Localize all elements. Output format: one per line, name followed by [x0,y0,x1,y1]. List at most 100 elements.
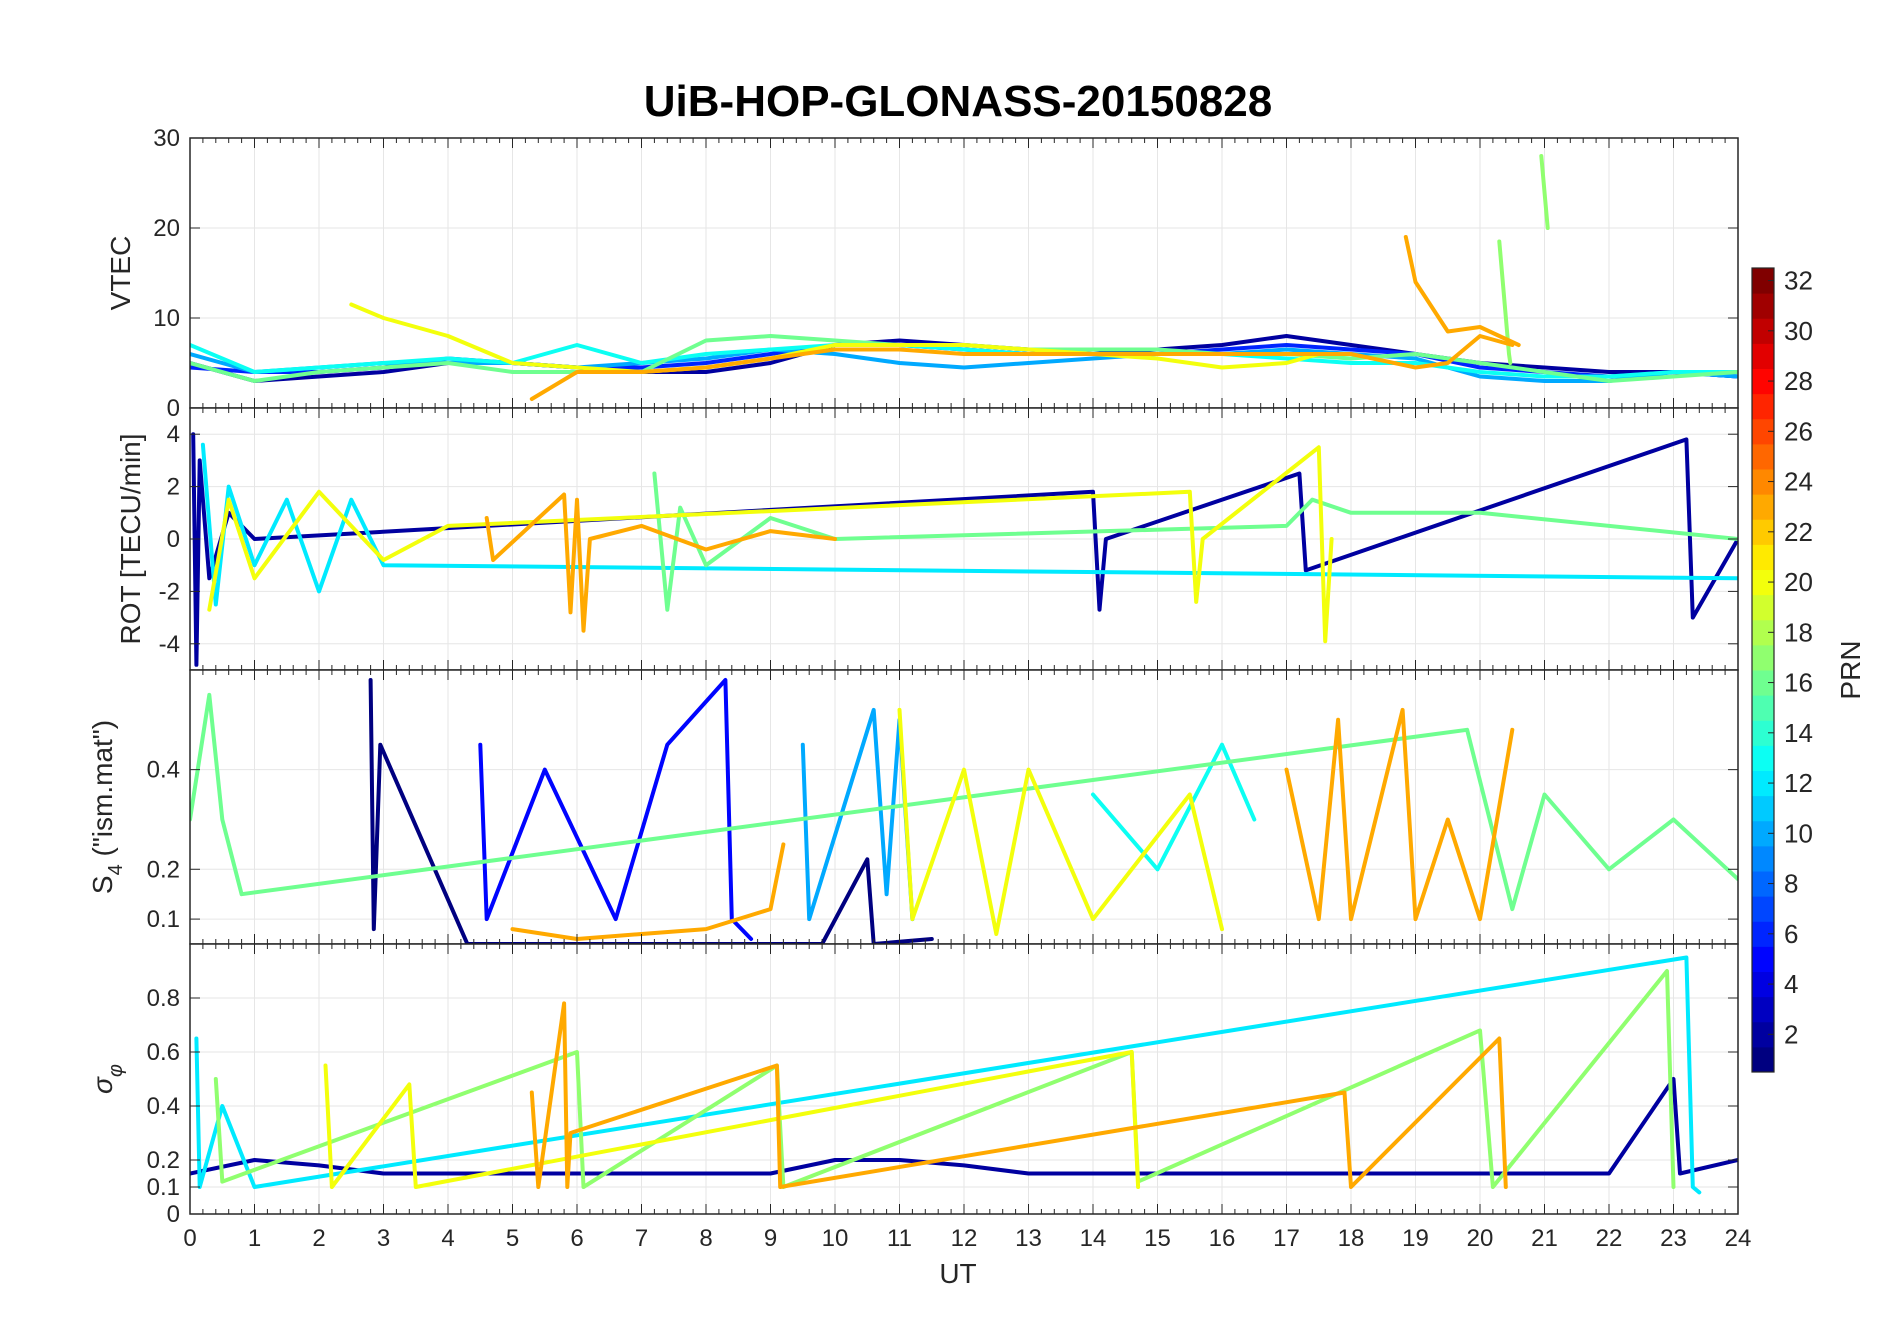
y-tick-label: 0.2 [147,1147,180,1174]
colorbar-tick-label: 32 [1784,266,1813,296]
y-axis-label: σφ [87,1064,127,1094]
y-label-part: φ [105,1064,127,1077]
colorbar-tick-label: 4 [1784,969,1798,999]
series-line-prn-23 [484,492,837,633]
colorbar-tick-label: 20 [1784,567,1813,597]
series-line-prn-16 [190,692,1738,912]
y-label-part: ("ism.mat") [87,720,118,864]
colorbar-segment [1752,619,1774,646]
x-tick-label: 24 [1725,1225,1752,1252]
colorbar-segment [1752,1046,1774,1073]
y-tick-label: 0.4 [147,1093,180,1120]
series-line-prn-13 [190,343,1738,379]
y-tick-label: 0.6 [147,1039,180,1066]
y-tick-label: -4 [159,631,180,658]
y-axis-label: S4 ("ism.mat") [87,720,127,894]
x-tick-label: 16 [1209,1225,1236,1252]
colorbar-tick-label: 22 [1784,517,1813,547]
x-tick-label: 21 [1531,1225,1558,1252]
series-line-prn-17 [1539,154,1550,230]
x-tick-label: 18 [1338,1225,1365,1252]
y-tick-label: 0.1 [147,1174,180,1201]
x-tick-label: 3 [377,1225,390,1252]
x-tick-label: 19 [1402,1225,1429,1252]
colorbar-segment [1752,418,1774,445]
colorbar-tick-label: 10 [1784,818,1813,848]
series-line-prn-20 [323,1050,1141,1189]
panel-vtec: 0 10 20 30 VTEC [105,125,1739,422]
x-tick-label: 12 [951,1225,978,1252]
series-line-prn-23 [510,842,786,941]
y-tick-label: 10 [153,305,180,332]
colorbar-segment [1752,443,1774,470]
colorbar-segment [1752,569,1774,596]
x-tick-label: 17 [1273,1225,1300,1252]
colorbar-tick-label: 16 [1784,668,1813,698]
x-tick-label: 8 [699,1225,712,1252]
series-line-prn-23 [529,1001,1508,1189]
series-line-prn-20 [349,302,1321,374]
colorbar-segment [1752,494,1774,520]
colorbar-segment [1752,519,1774,545]
colorbar-tick-label: 6 [1784,919,1798,949]
colorbar-segment [1752,343,1774,369]
figure-title: UiB-HOP-GLONASS-20150828 [644,77,1272,126]
panel-rot: -4 -2 0 2 4 ROT [TECU/min] [115,407,1739,671]
colorbar-segment [1752,469,1774,495]
series-line-prn-23 [1284,707,1515,922]
y-axis-label: VTEC [105,236,136,311]
y-label-part: 4 [105,864,127,875]
colorbar-tick-label: 26 [1784,416,1813,446]
colorbar-segment [1752,745,1774,771]
y-tick-label: 0.2 [147,856,180,883]
x-tick-label: 11 [887,1225,912,1252]
x-tick-label: 10 [822,1225,849,1252]
colorbar-segment [1752,720,1774,746]
x-tick-label: 15 [1144,1225,1171,1252]
y-tick-label: 0.4 [147,757,180,784]
x-tick-label: 6 [570,1225,583,1252]
y-axis-label: ROT [TECU/min] [115,433,146,644]
colorbar-segment [1752,670,1774,696]
y-label-part: σ [87,1076,118,1094]
colorbar-segment [1752,896,1774,922]
series-group [190,154,1738,401]
colorbar-segment [1752,820,1774,847]
colorbar-segment [1752,770,1774,797]
colorbar-segment [1752,845,1774,872]
y-tick-label: 20 [153,215,180,242]
panel-s4: 0.1 0.2 0.4 S4 ("ism.mat") [87,669,1739,945]
colorbar-segment [1752,268,1774,294]
colorbar-tick-label: 24 [1784,467,1813,497]
series-line-prn-20 [897,707,1224,936]
x-tick-label: 4 [441,1225,454,1252]
y-label-part: S [87,875,118,894]
colorbar-tick-label: 8 [1784,869,1798,899]
series-line-prn-17 [1497,239,1513,365]
colorbar-tick-label: 28 [1784,366,1813,396]
colorbar-segment [1752,368,1774,395]
colorbar-segment [1752,393,1774,420]
series-line-prn-5 [478,678,754,941]
series-group [190,678,1738,944]
y-tick-label: 0.8 [147,985,180,1012]
colorbar-tick-label: 12 [1784,768,1813,798]
colorbar-segment [1752,946,1774,972]
colorbar-segment [1752,971,1774,998]
colorbar-border [1751,267,1775,1073]
y-tick-label: 0 [167,395,180,422]
series-line-prn-2 [190,1077,1738,1176]
x-tick-label: 7 [635,1225,648,1252]
colorbar-segment [1752,795,1774,822]
y-tick-label: 0 [167,1201,180,1228]
colorbar-segment [1752,594,1774,621]
colorbar-segment [1752,1021,1774,1048]
series-line-prn-23 [1403,235,1521,347]
x-tick-label: 1 [248,1225,261,1252]
series-line-prn-20 [207,445,1334,644]
colorbar-segment [1752,293,1774,319]
